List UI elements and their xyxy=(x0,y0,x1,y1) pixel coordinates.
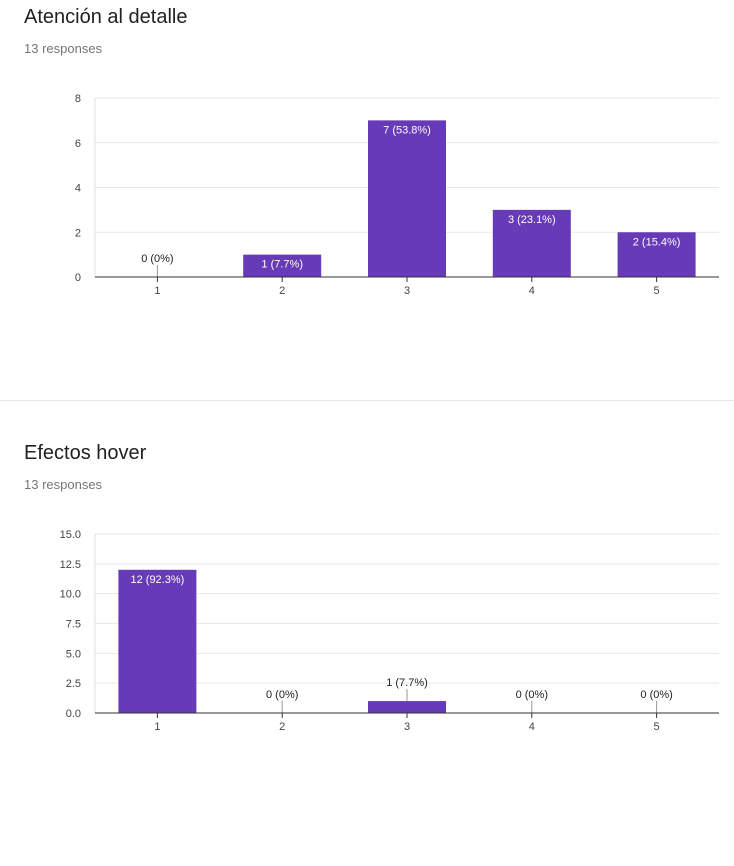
data-label: 0 (0%) xyxy=(266,689,298,701)
x-tick-label: 5 xyxy=(654,721,660,733)
y-tick-label: 8 xyxy=(75,93,81,105)
y-tick-label: 15.0 xyxy=(60,529,81,541)
y-tick-label: 2 xyxy=(75,227,81,239)
question-card-atencion: Atención al detalle 13 responses 0 2 4 6 8 0 … xyxy=(0,0,734,400)
data-label: 12 (92.3%) xyxy=(130,574,184,586)
bar xyxy=(492,209,571,277)
response-count: 13 responses xyxy=(24,41,103,56)
y-tick-label: 0 xyxy=(75,272,81,284)
data-label: 0 (0%) xyxy=(141,253,173,265)
y-tick-label: 7.5 xyxy=(66,619,81,631)
bar xyxy=(617,232,696,277)
y-tick-label: 5.0 xyxy=(66,648,81,660)
response-count: 13 responses xyxy=(24,477,103,492)
x-tick-label: 5 xyxy=(654,285,660,297)
bar xyxy=(368,701,446,713)
y-tick-label: 6 xyxy=(75,138,81,150)
data-label: 1 (7.7%) xyxy=(261,259,303,271)
y-tick-label: 2.5 xyxy=(66,678,81,690)
card-divider xyxy=(0,400,734,401)
x-tick-label: 3 xyxy=(404,285,410,297)
data-label: 7 (53.8%) xyxy=(383,124,431,136)
question-card-hover: Efectos hover 13 responses 0.0 2.5 5.0 7.5 1… xyxy=(0,401,734,756)
x-tick-label: 3 xyxy=(404,721,410,733)
y-tick-label: 4 xyxy=(75,183,81,195)
bar xyxy=(118,569,197,713)
x-tick-label: 1 xyxy=(154,285,160,297)
x-tick-label: 2 xyxy=(279,285,285,297)
bar xyxy=(243,254,322,277)
data-label: 2 (15.4%) xyxy=(633,236,681,248)
y-tick-label: 12.5 xyxy=(60,559,81,571)
data-label: 1 (7.7%) xyxy=(386,677,428,689)
question-title: Atención al detalle xyxy=(24,6,188,28)
data-label: 0 (0%) xyxy=(516,689,548,701)
y-tick-label: 10.0 xyxy=(60,589,81,601)
y-tick-label: 0.0 xyxy=(66,708,81,720)
x-tick-label: 2 xyxy=(279,721,285,733)
bar xyxy=(368,120,446,277)
question-title: Efectos hover xyxy=(24,442,147,464)
x-tick-label: 4 xyxy=(529,721,535,733)
data-label: 3 (23.1%) xyxy=(508,214,556,226)
x-tick-label: 4 xyxy=(529,285,535,297)
bar-chart-atencion: 0 2 4 6 8 0 (0%) 1 1 (7.7%) 2 7 (53.8%) 3 3 (23.1%)… xyxy=(75,93,719,297)
data-label: 0 (0%) xyxy=(640,689,672,701)
x-tick-label: 1 xyxy=(154,721,160,733)
bar-chart-hover: 0.0 2.5 5.0 7.5 10.0 12.5 15.0 12 (92.3%) 1 0 (0%… xyxy=(60,529,719,733)
